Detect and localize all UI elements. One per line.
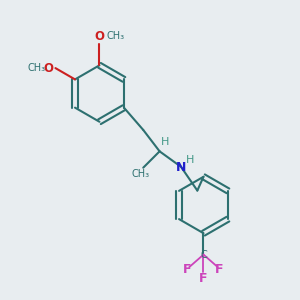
Text: CH₃: CH₃ — [27, 63, 45, 73]
Text: C: C — [200, 250, 207, 260]
Text: CH₃: CH₃ — [131, 169, 149, 179]
Text: H: H — [161, 137, 169, 147]
Text: O: O — [43, 61, 53, 75]
Text: F: F — [215, 263, 224, 276]
Text: CH₃: CH₃ — [107, 31, 125, 41]
Text: F: F — [199, 272, 208, 286]
Text: F: F — [183, 263, 192, 276]
Text: H: H — [186, 155, 195, 165]
Text: N: N — [176, 160, 187, 174]
Text: O: O — [94, 30, 104, 43]
